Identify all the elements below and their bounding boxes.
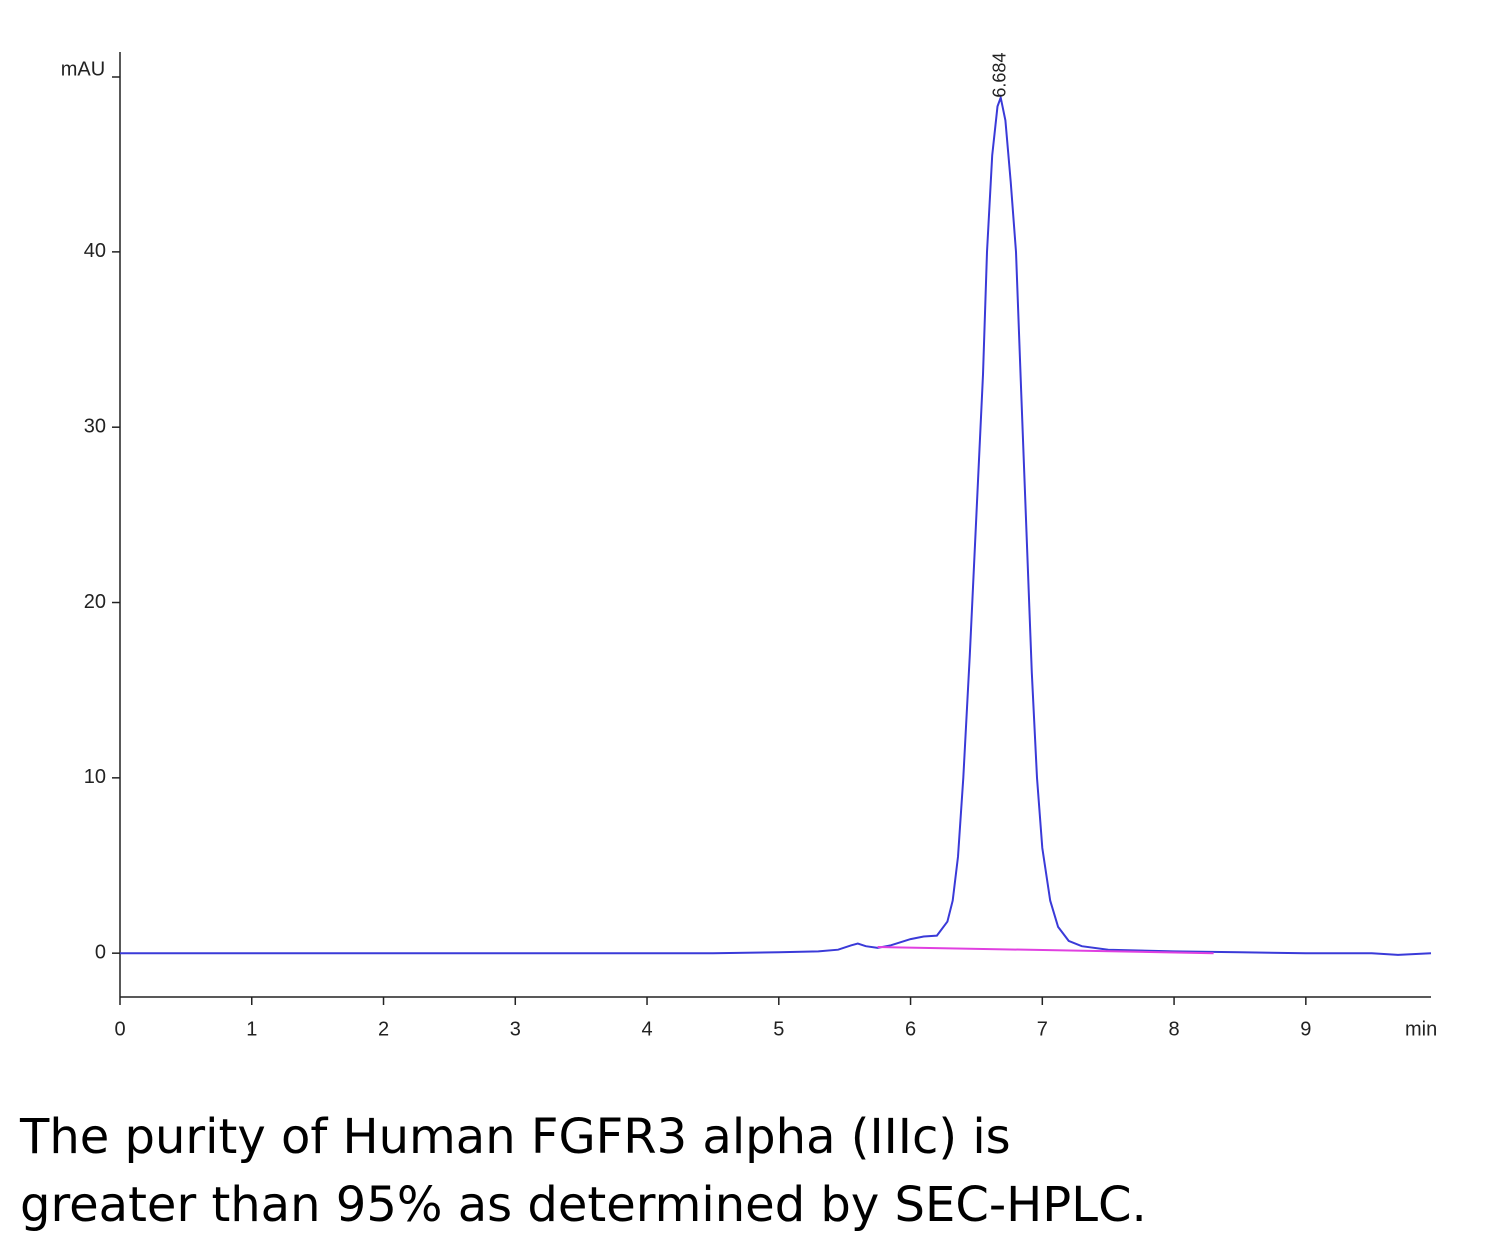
x-tick-label: 4 xyxy=(641,1018,652,1040)
x-axis-label: min xyxy=(1405,1018,1437,1040)
x-tick-label: 5 xyxy=(773,1018,784,1040)
x-tick-label: 9 xyxy=(1300,1018,1311,1040)
x-tick-label: 7 xyxy=(1037,1018,1048,1040)
y-tick-label: 20 xyxy=(84,591,106,613)
y-tick-label: 10 xyxy=(84,766,106,788)
x-tick-label: 8 xyxy=(1169,1018,1180,1040)
caption-line: greater than 95% as determined by SEC-HP… xyxy=(20,1177,1147,1233)
caption-line: The purity of Human FGFR3 alpha (IIIc) i… xyxy=(19,1109,1011,1165)
chromatogram-line xyxy=(877,946,1214,955)
x-tick-label: 3 xyxy=(510,1018,521,1040)
y-axis-label: mAU xyxy=(61,58,105,80)
y-tick-label: 40 xyxy=(84,240,106,262)
x-tick-label: 6 xyxy=(905,1018,916,1040)
x-tick-label: 1 xyxy=(246,1018,257,1040)
peak-label: 6.684 xyxy=(989,53,1009,98)
chromatogram-line xyxy=(120,93,1432,956)
x-tick-label: 0 xyxy=(114,1018,125,1040)
x-tick-label: 2 xyxy=(378,1018,389,1040)
y-tick-label: 0 xyxy=(95,941,106,963)
y-tick-label: 30 xyxy=(84,415,106,437)
